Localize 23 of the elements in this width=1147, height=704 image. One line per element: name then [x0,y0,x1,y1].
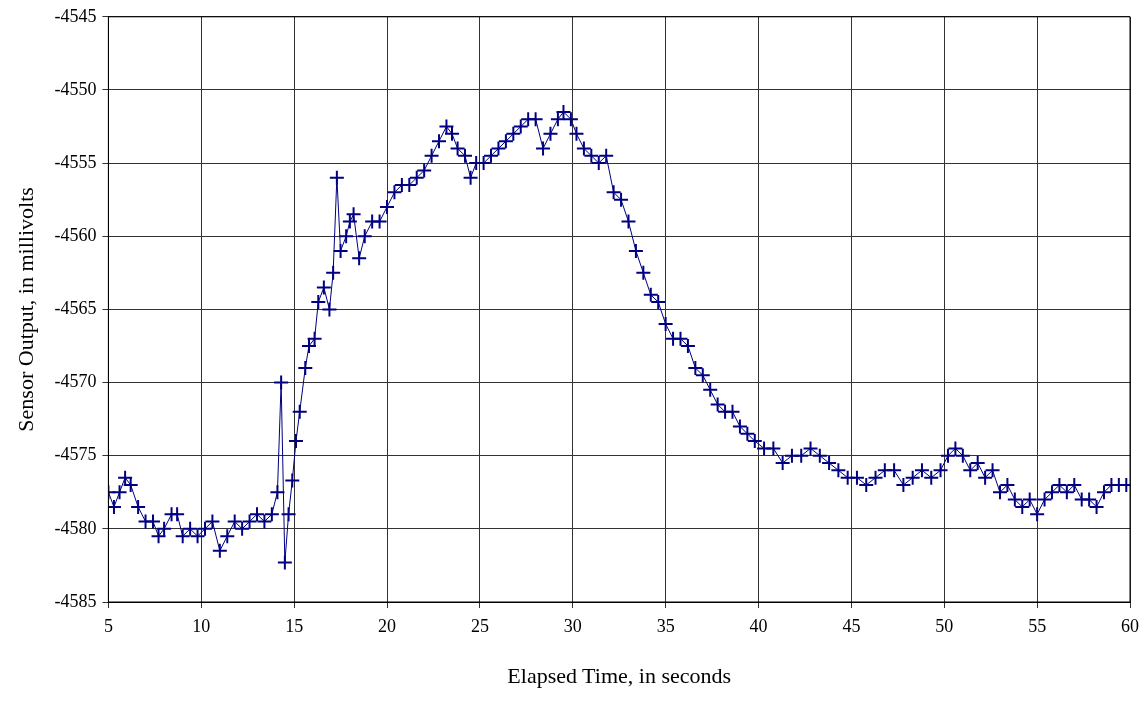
x-axis-title: Elapsed Time, in seconds [507,662,732,688]
y-tick-label: -4570 [54,371,97,392]
x-tick-label: 40 [749,615,768,636]
y-tick-label: -4580 [54,517,97,538]
x-tick-label: 55 [1028,615,1047,636]
x-tick-label: 5 [103,615,113,636]
x-tick-label: 15 [285,615,304,636]
x-tick-label: 35 [656,615,675,636]
y-axis-title: Sensor Output, in millivolts [12,187,38,432]
y-tick-label: -4560 [54,224,97,245]
y-tick-label: -4565 [54,298,97,319]
y-tick-label: -4575 [54,444,97,465]
y-tick-label: -4550 [54,78,97,99]
x-tick-label: 60 [1121,615,1139,636]
x-tick-label: 50 [935,615,954,636]
x-tick-label: 45 [842,615,861,636]
y-tick-label: -4545 [54,5,97,26]
x-tick-label: 30 [563,615,582,636]
y-tick-label: -4555 [54,151,97,172]
x-tick-label: 20 [378,615,397,636]
y-tick-label: -4585 [54,590,97,611]
x-tick-label: 10 [192,615,211,636]
x-tick-label: 25 [470,615,489,636]
